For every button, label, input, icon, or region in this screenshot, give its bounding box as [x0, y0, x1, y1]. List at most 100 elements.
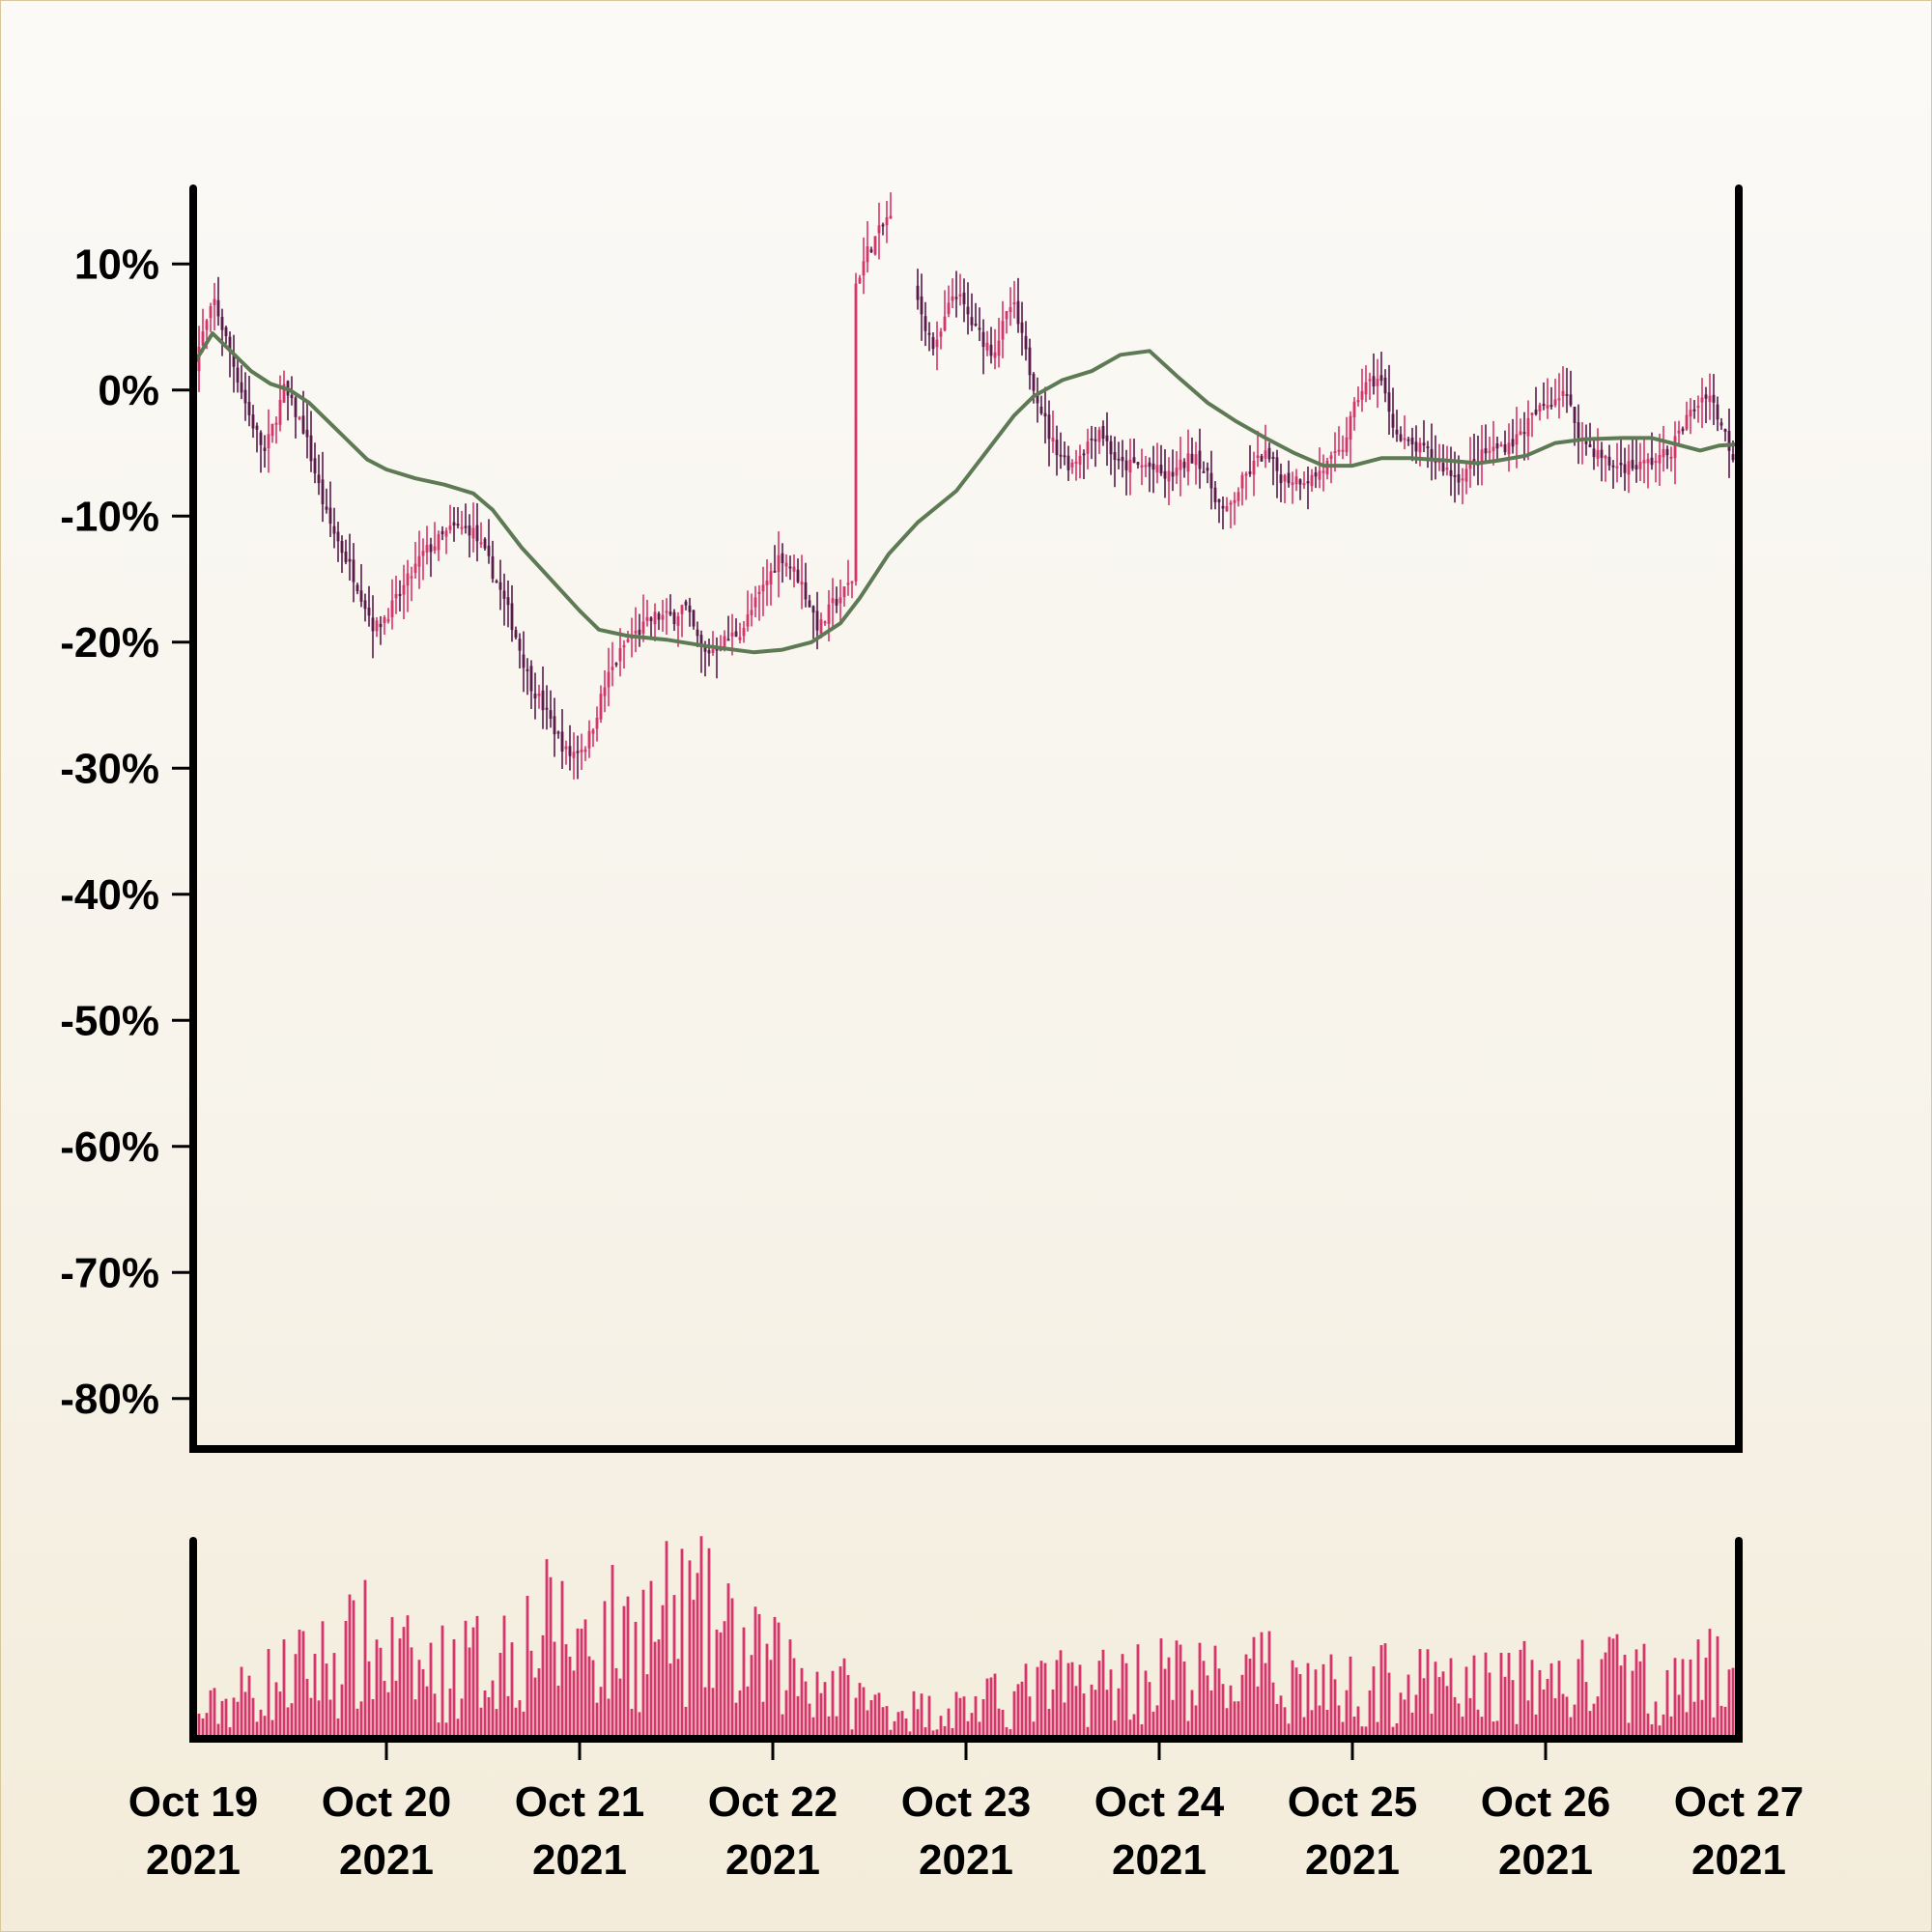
- volume-bar: [1430, 1714, 1434, 1739]
- volume-bar: [352, 1600, 355, 1739]
- candle-body: [1298, 479, 1302, 485]
- candle-body: [750, 610, 753, 615]
- candle-body: [1136, 462, 1140, 466]
- candle-body: [962, 292, 966, 305]
- candle-body: [1461, 478, 1464, 481]
- candle-body: [1144, 465, 1148, 468]
- volume-bar: [216, 1723, 220, 1739]
- volume-bar: [1356, 1706, 1360, 1739]
- candle-body: [1727, 431, 1731, 451]
- volume-bar: [1673, 1658, 1677, 1739]
- volume-bar: [1692, 1701, 1696, 1739]
- candle-body: [1221, 505, 1225, 509]
- candle-body: [1403, 438, 1406, 440]
- candle-body: [545, 707, 549, 710]
- volume-bar: [1437, 1677, 1441, 1739]
- volume-bar: [954, 1691, 958, 1739]
- candle-body: [935, 339, 939, 348]
- candle-body: [1549, 405, 1553, 408]
- candle-body: [1105, 435, 1109, 441]
- volume-bar: [475, 1615, 479, 1739]
- y-tick-label: -40%: [60, 871, 159, 919]
- volume-bar: [819, 1692, 823, 1739]
- x-tick-label-year: 2021: [339, 1836, 434, 1884]
- candle-body: [491, 555, 495, 580]
- volume-bar: [240, 1666, 243, 1739]
- candle-body: [831, 598, 835, 604]
- volume-bar: [522, 1711, 526, 1739]
- candle-body: [375, 620, 379, 632]
- volume-bar: [1229, 1685, 1233, 1739]
- volume-bar: [305, 1678, 309, 1739]
- candle-body: [1573, 407, 1577, 423]
- volume-bar: [495, 1709, 498, 1739]
- candle-body: [274, 422, 278, 425]
- volume-bar: [1167, 1657, 1171, 1739]
- volume-bar: [1391, 1726, 1395, 1739]
- volume-bar: [1553, 1698, 1557, 1739]
- candle-body: [1209, 472, 1213, 489]
- candle-body: [1704, 394, 1708, 399]
- candle-body: [386, 619, 390, 622]
- volume-bar: [1592, 1703, 1596, 1739]
- volume-bar: [1221, 1684, 1225, 1739]
- candle-body: [1217, 498, 1221, 502]
- candle-body: [1592, 448, 1596, 458]
- candle-body: [514, 630, 518, 639]
- candle-body: [468, 525, 471, 536]
- candle-body: [537, 693, 541, 696]
- volume-bar: [321, 1621, 325, 1739]
- volume-bar: [862, 1687, 866, 1739]
- candle-body: [1538, 405, 1542, 412]
- volume-bar: [1445, 1686, 1449, 1739]
- volume-bar: [1364, 1726, 1368, 1739]
- candle-body: [1650, 457, 1654, 466]
- candle-body: [1341, 449, 1345, 452]
- volume-bar: [1669, 1716, 1673, 1739]
- candle-body: [518, 639, 522, 651]
- candle-body: [951, 296, 954, 301]
- candle-body: [1546, 405, 1549, 409]
- candle-body: [1009, 307, 1012, 313]
- candle-body: [510, 603, 514, 631]
- candle-body: [873, 236, 877, 255]
- candle-body: [1028, 347, 1032, 376]
- candle-body: [653, 611, 657, 625]
- volume-bar: [1036, 1666, 1039, 1739]
- volume-bar: [1016, 1684, 1020, 1739]
- volume-panel: [189, 1536, 1743, 1743]
- candle-body: [923, 316, 927, 331]
- volume-bar: [711, 1688, 715, 1739]
- volume-bar: [1009, 1729, 1012, 1739]
- candle-body: [379, 623, 383, 628]
- candle-body: [1182, 461, 1186, 469]
- volume-bar: [638, 1712, 641, 1739]
- candle-body: [529, 666, 533, 692]
- candle-body: [263, 447, 267, 451]
- candle-body: [688, 605, 692, 612]
- candle-body: [1499, 444, 1503, 447]
- volume-bar: [529, 1650, 533, 1739]
- y-tick-label: 10%: [74, 241, 159, 288]
- candle-body: [564, 746, 568, 750]
- candle-body: [838, 597, 842, 604]
- candle-body: [205, 320, 209, 330]
- volume-bar: [1642, 1643, 1646, 1739]
- candle-body: [1190, 453, 1194, 464]
- candle-body: [819, 619, 823, 635]
- candle-body: [1464, 469, 1468, 482]
- candle-body: [854, 283, 858, 582]
- x-tick-label-year: 2021: [1691, 1836, 1786, 1884]
- candle-body: [1256, 455, 1260, 459]
- candle-body: [862, 261, 866, 276]
- volume-bar: [1140, 1723, 1144, 1739]
- candle-body: [1225, 505, 1229, 512]
- volume-bar: [1136, 1644, 1140, 1739]
- candle-body: [1036, 393, 1039, 404]
- candle-body: [603, 687, 607, 696]
- volume-bar: [1604, 1652, 1607, 1739]
- volume-bar: [657, 1639, 661, 1739]
- volume-bar: [939, 1716, 943, 1739]
- volume-bar: [282, 1639, 286, 1739]
- candle-body: [1047, 414, 1051, 440]
